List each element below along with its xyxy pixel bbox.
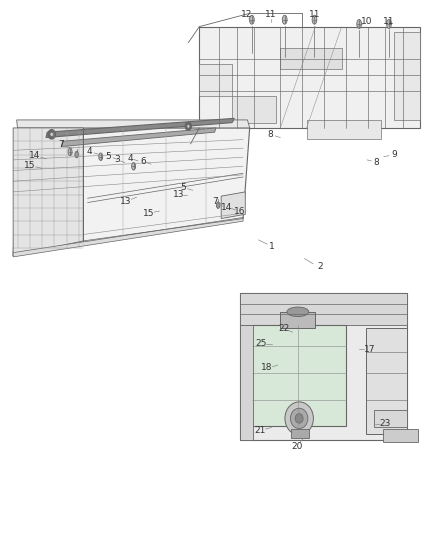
Ellipse shape: [185, 122, 192, 130]
Text: 25: 25: [255, 340, 266, 348]
Ellipse shape: [290, 408, 308, 429]
Polygon shape: [374, 410, 407, 427]
Ellipse shape: [295, 414, 303, 423]
Text: 18: 18: [261, 364, 273, 372]
Polygon shape: [291, 429, 309, 438]
Polygon shape: [383, 429, 418, 442]
Text: 7: 7: [58, 141, 64, 149]
Text: 11: 11: [265, 11, 276, 19]
Polygon shape: [394, 32, 420, 120]
Polygon shape: [13, 128, 83, 256]
Text: 4: 4: [128, 154, 133, 163]
Text: 13: 13: [120, 197, 132, 206]
Ellipse shape: [99, 153, 102, 160]
Polygon shape: [61, 128, 216, 147]
Ellipse shape: [131, 163, 136, 170]
Ellipse shape: [287, 307, 309, 317]
Text: 11: 11: [309, 11, 320, 19]
Polygon shape: [199, 64, 232, 96]
Text: 11: 11: [383, 17, 395, 26]
Text: 22: 22: [278, 325, 290, 333]
Polygon shape: [232, 96, 276, 123]
Polygon shape: [240, 293, 407, 440]
Text: 16: 16: [234, 207, 246, 216]
Text: 8: 8: [268, 130, 274, 139]
Text: 5: 5: [106, 152, 112, 161]
Polygon shape: [17, 120, 250, 128]
Polygon shape: [252, 325, 346, 426]
Text: 14: 14: [221, 204, 233, 212]
Text: 12: 12: [240, 11, 252, 19]
Polygon shape: [240, 293, 407, 325]
Text: 13: 13: [173, 190, 184, 199]
Ellipse shape: [50, 132, 53, 136]
Text: 9: 9: [391, 150, 397, 159]
Text: 14: 14: [29, 151, 41, 160]
Ellipse shape: [357, 20, 361, 28]
Polygon shape: [240, 325, 253, 440]
Polygon shape: [221, 192, 245, 219]
Ellipse shape: [250, 15, 254, 24]
Text: 3: 3: [114, 156, 120, 164]
Ellipse shape: [387, 20, 391, 28]
Text: 5: 5: [180, 183, 186, 192]
Ellipse shape: [68, 148, 72, 156]
Text: 21: 21: [254, 426, 265, 434]
Ellipse shape: [283, 15, 287, 24]
Polygon shape: [366, 328, 407, 434]
Polygon shape: [280, 312, 315, 328]
Polygon shape: [13, 128, 250, 256]
Polygon shape: [46, 118, 234, 138]
Text: 1: 1: [268, 242, 275, 251]
Text: 20: 20: [291, 442, 303, 450]
Ellipse shape: [216, 202, 220, 208]
Polygon shape: [280, 48, 342, 69]
Ellipse shape: [48, 130, 56, 139]
Ellipse shape: [187, 124, 190, 128]
Text: 4: 4: [87, 148, 92, 156]
Text: 15: 15: [143, 209, 155, 217]
Text: 2: 2: [317, 262, 322, 271]
Polygon shape: [13, 217, 243, 257]
Text: 6: 6: [141, 157, 147, 166]
Ellipse shape: [75, 151, 78, 158]
Text: 7: 7: [212, 197, 218, 206]
Ellipse shape: [312, 15, 317, 24]
Text: 15: 15: [24, 161, 35, 169]
Text: 8: 8: [373, 158, 379, 167]
Text: 10: 10: [361, 17, 373, 26]
Text: 17: 17: [364, 345, 376, 353]
Ellipse shape: [285, 402, 314, 435]
Polygon shape: [199, 27, 420, 128]
Polygon shape: [307, 120, 381, 139]
Text: 23: 23: [380, 419, 391, 428]
